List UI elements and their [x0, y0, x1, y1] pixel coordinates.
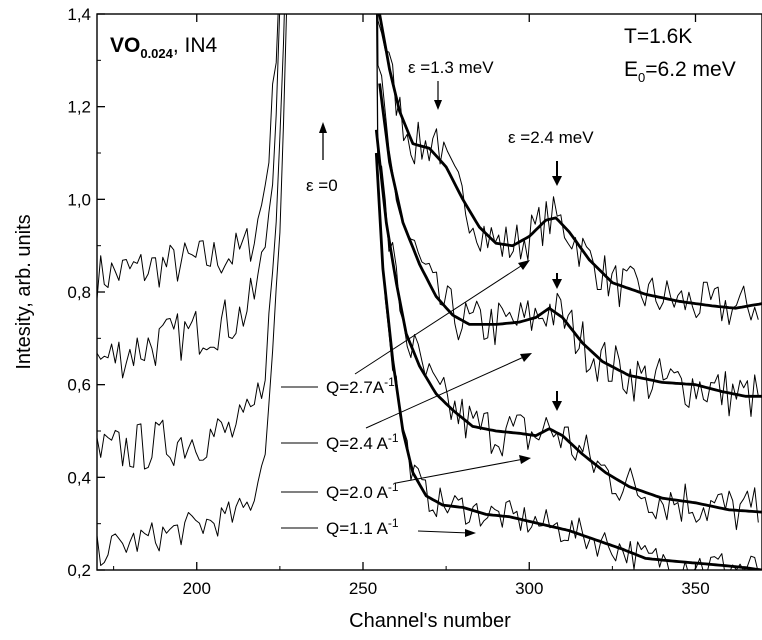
legend: Q=2.7A-1 Q=2.4 A-1 Q=2.0 A-1 Q=1.1 A-1: [281, 260, 532, 538]
sample-rest: , IN4: [173, 34, 218, 57]
energy-prefix: E: [624, 58, 638, 81]
x-axis: 200 250 300 350: [113, 14, 710, 598]
x-tick-label: 200: [183, 579, 211, 598]
y-tick-label: 0,6: [67, 376, 91, 395]
y-axis-title: Intesity, arb. units: [13, 214, 35, 369]
energy-sub: 0: [638, 70, 645, 85]
series-raw-line: [97, 14, 759, 570]
y-axis: 0,2 0,4 0,6 0,8 1,0 1,2 1,4: [67, 5, 105, 580]
y-tick-label: 1,2: [67, 98, 91, 117]
y-tick-label: 0,2: [67, 561, 91, 580]
legend-label-q11: Q=1.1 A-1: [326, 516, 399, 538]
legend-arrowhead-q24: [520, 353, 532, 362]
temperature-label: T=1.6K: [624, 25, 692, 48]
legend-exp-q27: -1: [384, 375, 395, 389]
legend-label-q20: Q=2.0 A-1: [326, 480, 399, 502]
series-raw-line: [97, 14, 759, 325]
x-tick-label: 300: [515, 579, 543, 598]
legend-exp-q24: -1: [388, 431, 399, 445]
legend-text-q11: Q=1.1 A: [326, 519, 389, 538]
series-fit-line: [378, 83, 762, 398]
legend-text-q24: Q=2.4 A: [326, 434, 389, 453]
y-tick-label: 1,0: [67, 190, 91, 209]
eps-zero-label: ε =0: [306, 176, 338, 195]
series-fit-line: [374, 129, 762, 514]
eps-2-4-arrow3-head: [552, 401, 562, 411]
legend-arrow-q24: [365, 355, 527, 429]
legend-text-q27: Q=2.7A: [326, 378, 385, 397]
legend-arrow-q11: [417, 530, 470, 534]
sample-main: VO: [110, 34, 140, 57]
sample-label: VO0.024, IN4: [110, 34, 218, 61]
series-fit-line: [378, 14, 762, 310]
eps-2-4-arrow1-head: [552, 176, 562, 186]
y-tick-label: 0,4: [67, 468, 91, 487]
legend-label-q27: Q=2.7A-1: [326, 375, 395, 397]
legend-exp-q11: -1: [388, 516, 399, 530]
series-fit-line: [374, 152, 762, 570]
x-axis-title: Channel's number: [349, 610, 511, 632]
legend-arrowhead-q11: [465, 529, 476, 537]
legend-arrowhead-q20: [519, 455, 531, 464]
legend-arrow-q27: [354, 263, 525, 375]
x-tick-label: 250: [349, 579, 377, 598]
plot-frame: [96, 13, 762, 571]
energy-rest: =6.2 meV: [645, 58, 735, 81]
legend-arrow-q20: [395, 458, 525, 484]
series-raw-line: [97, 14, 759, 417]
y-tick-label: 0,8: [67, 283, 91, 302]
eps-zero-arrowhead: [319, 122, 327, 133]
eps-1-3-arrowhead: [434, 100, 442, 110]
eps-2-4-arrow2-head: [552, 279, 562, 289]
sample-sub: 0.024: [140, 46, 173, 61]
series-layer: [97, 14, 762, 570]
eps-1-3-label: ε =1.3 meV: [408, 58, 494, 77]
y-tick-label: 1,4: [67, 5, 91, 24]
x-tick-label: 350: [681, 579, 709, 598]
legend-text-q20: Q=2.0 A: [326, 483, 389, 502]
legend-label-q24: Q=2.4 A-1: [326, 431, 399, 453]
legend-exp-q20: -1: [388, 480, 399, 494]
legend-arrowhead-q27: [518, 260, 530, 270]
eps-2-4-label: ε =2.4 meV: [508, 128, 594, 147]
energy-label: E0=6.2 meV: [624, 58, 736, 85]
series-raw-line: [97, 14, 759, 531]
